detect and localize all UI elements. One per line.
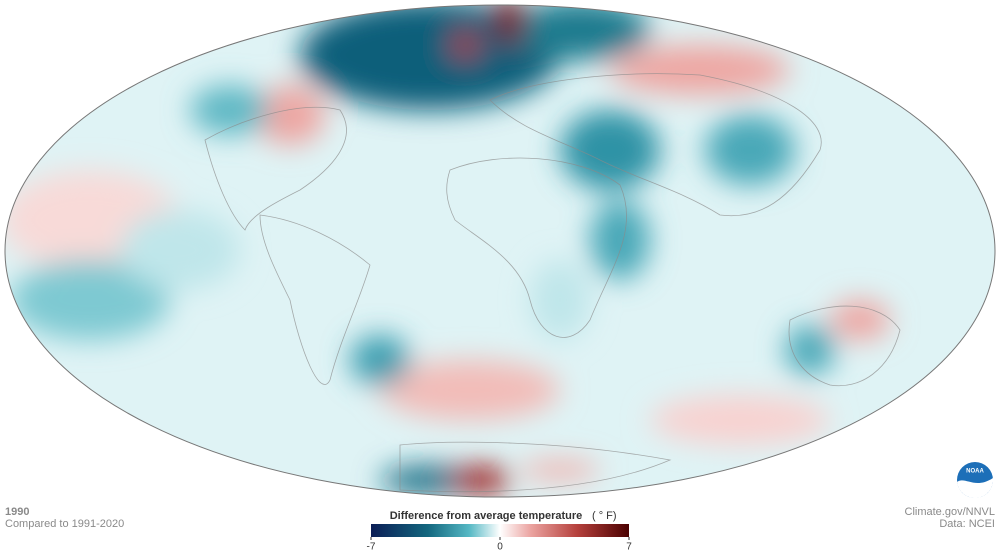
baseline-label: Compared to 1991-2020	[5, 518, 124, 530]
colorbar	[371, 524, 629, 537]
credit-label: Climate.gov/NNVL	[905, 506, 995, 518]
colorbar-tick-label: 0	[497, 542, 503, 553]
logo-text: NOAA	[966, 469, 984, 475]
source-label: Data: NCEI	[939, 518, 995, 530]
colorbar-tick-label: -7	[367, 542, 376, 553]
colorbar-tick-label: 7	[626, 542, 632, 553]
globe-outline	[4, 4, 996, 498]
anomaly-field	[5, 5, 995, 497]
noaa-logo: NOAA	[957, 462, 994, 499]
legend-unit: ( ° F)	[592, 510, 617, 522]
year-label: 1990	[5, 506, 29, 518]
legend-title: Difference from average temperature	[390, 510, 583, 522]
